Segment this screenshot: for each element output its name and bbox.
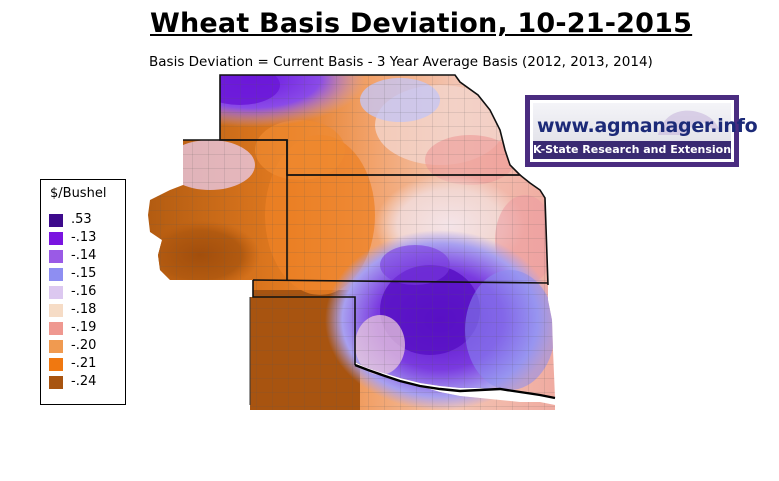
legend-label: -.20: [71, 338, 97, 353]
wildcat-icon: [658, 110, 719, 135]
legend-swatch: [49, 268, 63, 281]
legend-swatch: [49, 376, 63, 389]
legend-title: $/Bushel: [50, 186, 107, 201]
legend-swatch: [49, 322, 63, 335]
legend-label: -.24: [71, 374, 97, 389]
legend-swatch: [49, 340, 63, 353]
legend: $/Bushel .53 -.13 -.14 -.15 -.16 -.18 -.…: [40, 179, 126, 405]
legend-item: -.19: [47, 320, 123, 336]
legend-item: -.24: [47, 374, 123, 390]
logo-url-text: www.agmanager.info: [537, 115, 758, 137]
legend-swatch: [49, 304, 63, 317]
legend-label: -.15: [71, 266, 97, 281]
legend-swatch: [49, 250, 63, 263]
logo-subtitle: K-State Research and Extension: [533, 141, 731, 159]
legend-item: -.18: [47, 302, 123, 318]
map-title: Wheat Basis Deviation, 10-21-2015: [150, 8, 693, 39]
legend-item: -.15: [47, 266, 123, 282]
basis-surface: [148, 75, 555, 410]
legend-item: -.14: [47, 248, 123, 264]
red-river: [354, 363, 556, 400]
legend-label: -.18: [71, 302, 97, 317]
legend-label: .53: [71, 212, 92, 227]
legend-item: -.21: [47, 356, 123, 372]
map-subtitle: Basis Deviation = Current Basis - 3 Year…: [149, 54, 653, 70]
legend-label: -.16: [71, 284, 97, 299]
legend-swatch: [49, 232, 63, 245]
agmanager-logo: www.agmanager.info K-State Research and …: [525, 95, 758, 167]
legend-label: -.21: [71, 356, 97, 371]
legend-item: -.13: [47, 230, 123, 246]
legend-item: -.16: [47, 284, 123, 300]
legend-label: -.13: [71, 230, 97, 245]
legend-label: -.19: [71, 320, 97, 335]
legend-swatch: [49, 214, 63, 227]
legend-label: -.14: [71, 248, 97, 263]
legend-item: .53: [47, 212, 123, 228]
legend-item: -.20: [47, 338, 123, 354]
legend-swatch: [49, 286, 63, 299]
state-borders: [183, 74, 549, 365]
legend-swatch: [49, 358, 63, 371]
